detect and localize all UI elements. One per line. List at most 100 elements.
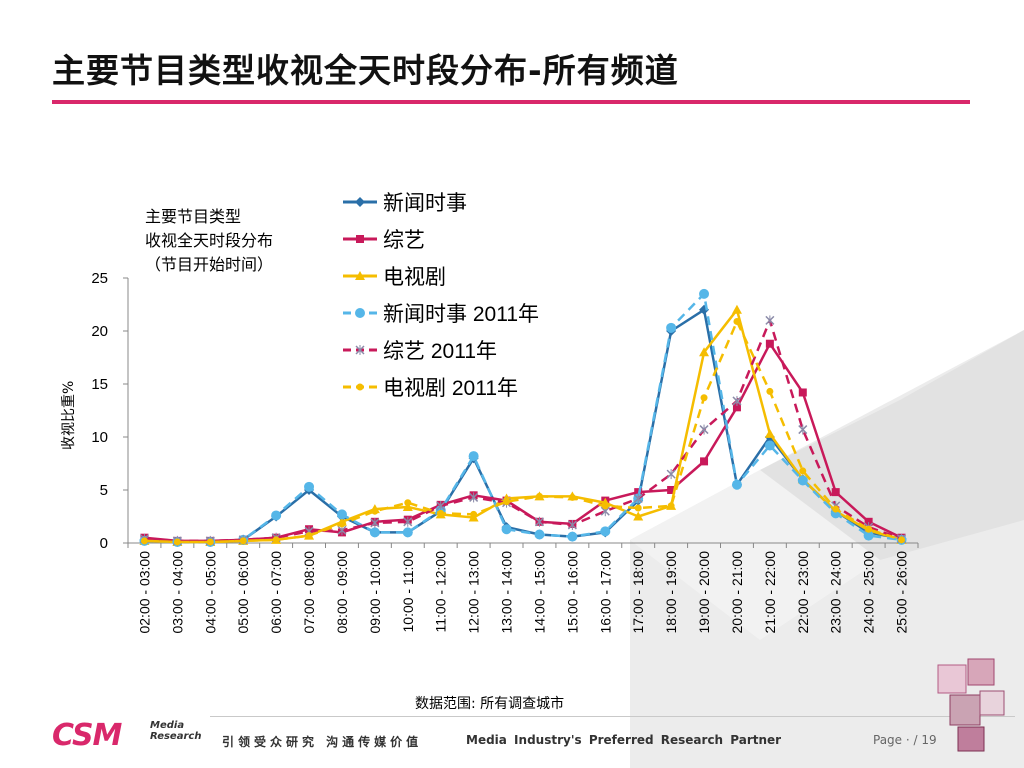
x-tick-label: 14:00 - 15:00 — [531, 551, 547, 634]
point-marker — [865, 525, 873, 533]
x-tick-label: 08:00 - 09:00 — [334, 551, 350, 634]
point-marker — [173, 538, 181, 546]
point-marker — [898, 536, 906, 544]
x-tick-label: 02:00 - 03:00 — [136, 551, 152, 634]
point-marker — [699, 347, 710, 357]
point-marker — [831, 488, 840, 497]
page-title: 主要节目类型收视全天时段分布-所有频道 — [52, 51, 679, 90]
point-marker — [798, 424, 808, 435]
point-marker — [864, 517, 873, 526]
point-marker — [402, 527, 413, 538]
chart-series — [139, 288, 907, 547]
legend-label: 综艺 2011年 — [383, 340, 497, 363]
point-marker — [700, 457, 709, 466]
x-tick-label: 11:00 - 12:00 — [433, 551, 449, 633]
point-marker — [601, 502, 609, 510]
series-line — [144, 292, 902, 544]
footer-divider — [210, 716, 1015, 717]
point-marker — [731, 479, 742, 490]
x-tick-label: 17:00 - 18:00 — [630, 551, 646, 634]
legend-item-4: 综艺 2011年 — [343, 340, 497, 363]
y-tick-label: 20 — [91, 323, 108, 340]
x-tick-label: 12:00 - 13:00 — [466, 551, 482, 634]
point-marker — [534, 529, 545, 540]
x-tick-label: 03:00 - 04:00 — [169, 551, 185, 634]
point-marker — [699, 288, 710, 299]
footer-tagline: Media Industry's Preferred Research Part… — [466, 733, 782, 747]
point-marker — [304, 481, 315, 492]
footer-slogan: 引领受众研究 沟通传媒价值 — [222, 735, 423, 749]
point-marker — [567, 519, 577, 530]
chart-note-line-2: 收视全天时段分布 — [145, 231, 274, 250]
point-marker — [338, 520, 346, 528]
point-marker — [140, 537, 148, 545]
x-tick-label: 15:00 - 16:00 — [564, 551, 580, 634]
x-tick-label: 10:00 - 11:00 — [400, 551, 416, 633]
point-marker — [436, 500, 446, 511]
point-marker — [699, 424, 709, 435]
legend-item-0: 新闻时事 — [343, 192, 467, 215]
point-marker — [305, 532, 313, 540]
series-1 — [140, 339, 906, 545]
point-marker — [832, 505, 840, 513]
y-tick-label: 0 — [100, 535, 108, 552]
point-marker — [535, 492, 543, 500]
legend-label: 新闻时事 2011年 — [383, 303, 539, 326]
point-marker — [403, 516, 413, 527]
y-tick-label: 25 — [91, 270, 108, 287]
point-marker — [468, 451, 479, 462]
legend-item-2: 电视剧 — [343, 266, 446, 289]
x-tick-label: 19:00 - 20:00 — [696, 551, 712, 634]
series-line — [144, 320, 902, 544]
x-tick-label: 07:00 - 08:00 — [301, 551, 317, 634]
footnote: 数据范围: 所有调查城市 — [415, 696, 565, 712]
legend-item-5: 电视剧 2011年 — [343, 377, 518, 400]
point-marker — [469, 492, 479, 503]
point-marker — [766, 387, 774, 395]
point-marker — [731, 304, 742, 314]
legend-label: 电视剧 — [383, 266, 446, 289]
point-marker — [534, 516, 544, 527]
legend-item-3: 新闻时事 2011年 — [343, 303, 539, 326]
point-marker — [733, 317, 741, 325]
point-marker — [355, 308, 365, 318]
x-tick-label: 04:00 - 05:00 — [202, 551, 218, 634]
x-tick-label: 18:00 - 19:00 — [663, 551, 679, 634]
point-marker — [437, 509, 445, 517]
legend-label: 综艺 — [383, 229, 425, 252]
chart-axes: 0 5 10 15 20 25 02:00 - 03:00 03:00 - 04:00 04:0… — [91, 270, 919, 634]
point-marker — [355, 345, 365, 355]
point-marker — [356, 383, 364, 391]
page-number: Page · / 19 — [873, 733, 937, 747]
x-tick-label: 13:00 - 14:00 — [499, 551, 515, 634]
logo-subtext: Media Research — [150, 720, 201, 742]
point-marker — [370, 517, 380, 528]
point-marker — [503, 498, 511, 506]
x-tick-label: 21:00 - 22:00 — [762, 551, 778, 634]
point-marker — [764, 440, 775, 451]
point-marker — [568, 493, 576, 501]
point-marker — [239, 537, 247, 545]
chart-note: 主要节目类型 收视全天时段分布 （节目开始时间） — [145, 205, 273, 277]
title-divider — [52, 100, 970, 104]
point-marker — [501, 524, 512, 535]
point-marker — [666, 322, 677, 333]
point-marker — [634, 504, 642, 512]
point-marker — [567, 531, 578, 542]
x-tick-label: 16:00 - 17:00 — [597, 551, 613, 634]
x-tick-label: 09:00 - 10:00 — [367, 551, 383, 634]
point-marker — [667, 486, 676, 494]
series-line — [144, 319, 902, 543]
cube-photo-decoration — [937, 658, 1005, 752]
point-marker — [732, 395, 742, 406]
x-tick-label: 05:00 - 06:00 — [235, 551, 251, 634]
point-marker — [404, 499, 412, 507]
series-5 — [140, 317, 906, 546]
point-marker — [402, 501, 413, 511]
point-marker — [765, 315, 775, 326]
point-marker — [798, 388, 807, 397]
point-marker — [799, 467, 807, 475]
series-3 — [139, 288, 907, 547]
point-marker — [666, 469, 676, 480]
point-marker — [206, 538, 214, 546]
